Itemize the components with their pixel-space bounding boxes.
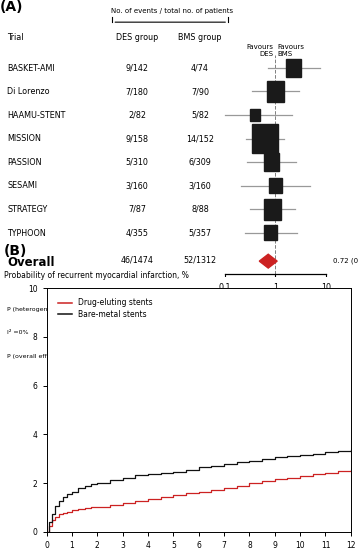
Text: 5/82: 5/82 [191,111,209,120]
Text: 1: 1 [273,283,278,293]
Text: 4/74: 4/74 [191,64,209,73]
Text: 7/87: 7/87 [128,205,146,214]
Text: Trial: Trial [7,33,24,42]
Text: P (overall effect) = 0.11: P (overall effect) = 0.11 [7,354,82,359]
Text: No. of events / total no. of patients: No. of events / total no. of patients [111,8,233,14]
Text: Di Lorenzo: Di Lorenzo [7,87,50,96]
Text: BMS group: BMS group [178,33,222,42]
Polygon shape [259,254,277,268]
Text: 0.72 (0.48–1.08): 0.72 (0.48–1.08) [333,258,358,264]
Text: 9/158: 9/158 [125,135,149,143]
Bar [250,109,260,121]
Text: HAAMU-STENT: HAAMU-STENT [7,111,66,120]
Bar [264,153,279,171]
Text: 2/82: 2/82 [128,111,146,120]
Text: 7/90: 7/90 [191,87,209,96]
Text: (A): (A) [0,0,24,14]
Text: 9/142: 9/142 [125,64,149,73]
Text: 52/1312: 52/1312 [184,255,217,265]
Bar [252,124,277,153]
Text: 14/152: 14/152 [186,135,214,143]
Text: 7/180: 7/180 [125,87,148,96]
Text: 10: 10 [321,283,332,293]
Bar [264,199,281,219]
Text: SESAMI: SESAMI [7,182,37,191]
Bar [267,81,284,102]
Text: 46/1474: 46/1474 [120,255,153,265]
Text: DES group: DES group [116,33,158,42]
Text: TYPHOON: TYPHOON [7,229,46,238]
Text: (B): (B) [4,244,27,258]
Text: 4/355: 4/355 [125,229,149,238]
Text: Overall: Overall [7,255,54,269]
Text: 5/310: 5/310 [125,158,148,167]
Text: Favours
BMS: Favours BMS [277,44,305,57]
Text: 5/357: 5/357 [189,229,212,238]
Text: Favours
DES: Favours DES [246,44,274,57]
Legend: Drug-eluting stents, Bare-metal stents: Drug-eluting stents, Bare-metal stents [57,297,154,320]
Text: 3/160: 3/160 [126,182,148,191]
Text: BASKET-AMI: BASKET-AMI [7,64,55,73]
Bar [269,178,282,193]
Text: MISSION: MISSION [7,135,41,143]
Text: P (heterogeneity) = 0.95: P (heterogeneity) = 0.95 [7,307,85,312]
Text: 8/88: 8/88 [191,205,209,214]
Text: PASSION: PASSION [7,158,42,167]
Text: I² =0%: I² =0% [7,330,29,335]
Text: 0.1: 0.1 [218,283,231,293]
Text: 3/160: 3/160 [189,182,212,191]
Text: Probability of recurrent myocardial infarction, %: Probability of recurrent myocardial infa… [4,271,189,280]
Bar [286,59,301,77]
Text: STRATEGY: STRATEGY [7,205,47,214]
Bar [264,225,277,240]
Text: Hazard ratio: Hazard ratio [251,291,300,301]
Text: 6/309: 6/309 [189,158,212,167]
